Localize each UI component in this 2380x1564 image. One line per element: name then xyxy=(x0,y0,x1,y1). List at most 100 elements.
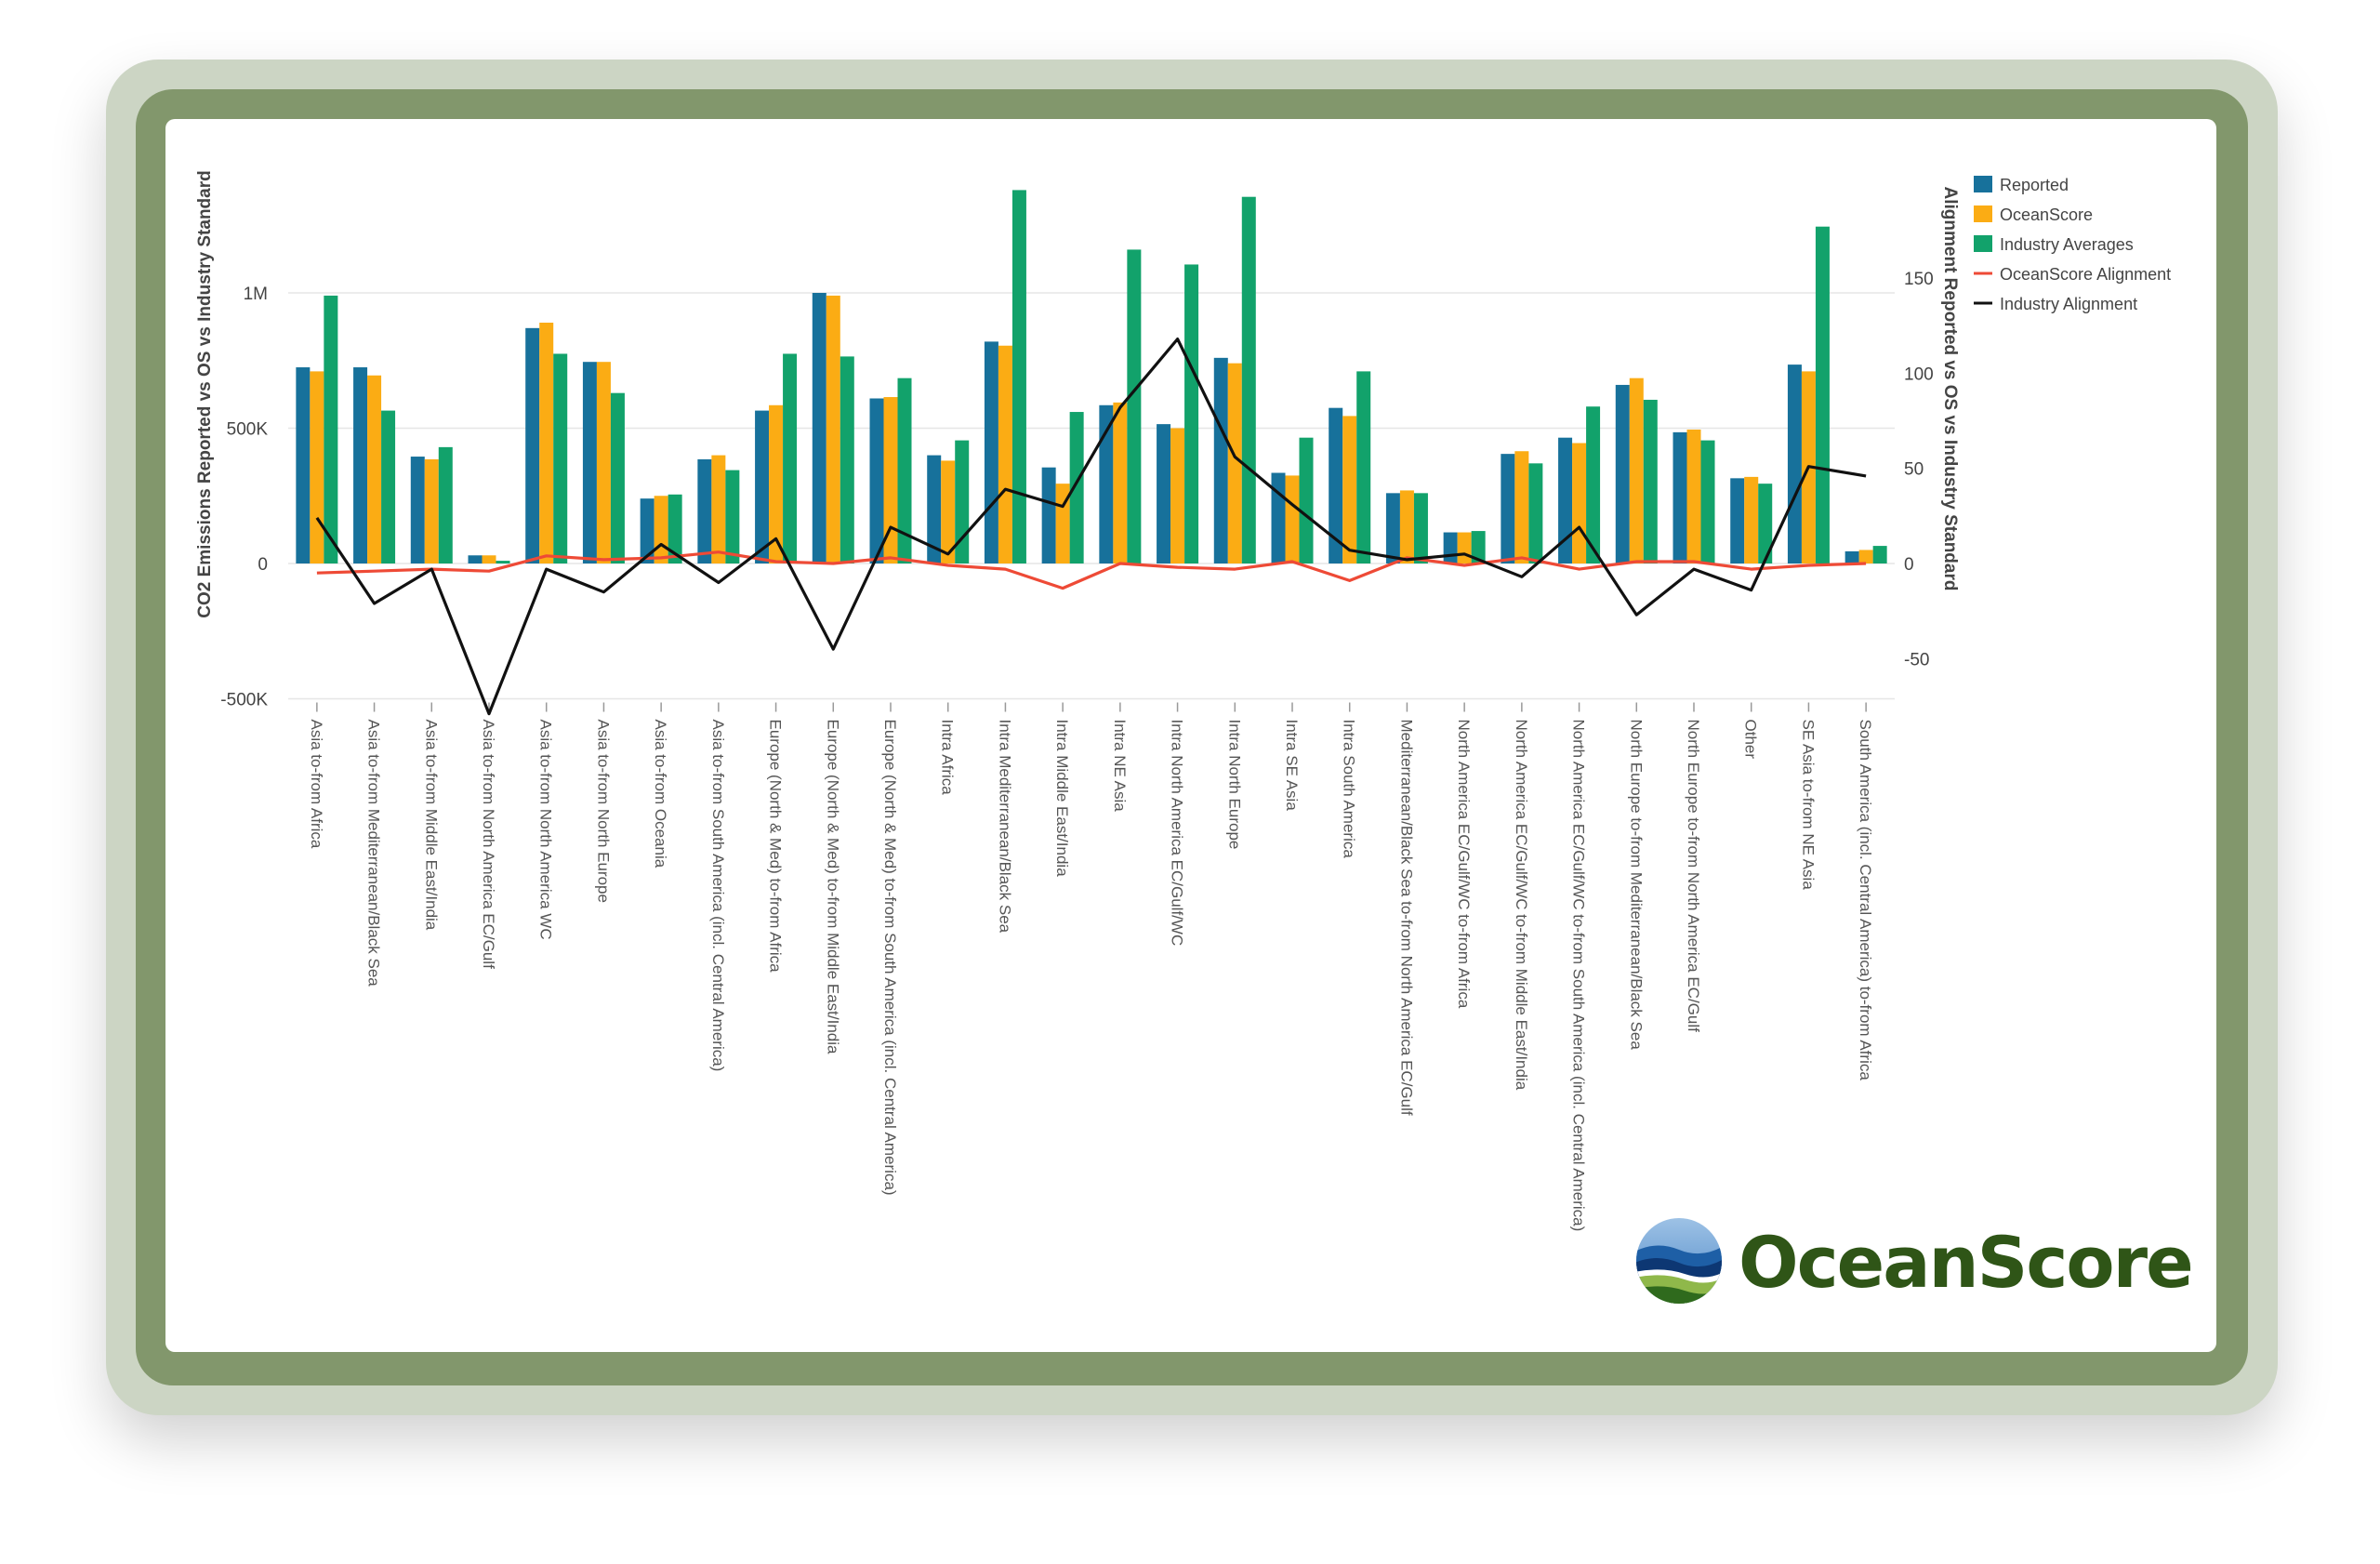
x-tick-label: Asia to-from North Europe xyxy=(594,720,612,903)
bar-reported xyxy=(410,457,425,563)
bar-reported xyxy=(1615,384,1630,563)
bar-industry-averages xyxy=(1872,546,1887,563)
x-tick-label: Other xyxy=(1742,720,1760,760)
x-tick-label: Europe (North & Med) to-from Middle East… xyxy=(824,720,841,1055)
y-axis-title: CO2 Emissions Reported vs OS vs Industry… xyxy=(195,170,215,617)
y-tick-label: 0 xyxy=(258,555,268,575)
bar-oceanscore xyxy=(1858,550,1873,563)
y2-tick-label: 50 xyxy=(1904,460,1924,480)
bar-reported xyxy=(1271,472,1286,563)
bar-oceanscore xyxy=(1629,378,1644,563)
y-tick-label: 500K xyxy=(227,420,269,440)
bar-industry-averages xyxy=(1700,440,1715,563)
bar-industry-averages xyxy=(1299,437,1314,563)
bar-oceanscore xyxy=(1572,443,1587,563)
oceanscore-logo-icon xyxy=(1636,1218,1722,1304)
bar-industry-averages xyxy=(897,378,912,563)
x-tick-label: Asia to-from Africa xyxy=(308,720,325,849)
bar-reported xyxy=(1157,424,1171,563)
bar-reported xyxy=(1844,550,1859,563)
bar-industry-averages xyxy=(1528,463,1543,563)
y-tick-label: -500K xyxy=(220,691,268,710)
legend-swatch-industry-averages xyxy=(1974,235,1992,252)
bar-reported xyxy=(468,555,483,563)
bar-reported xyxy=(1558,437,1573,563)
bar-reported xyxy=(755,410,770,563)
bar-industry-averages xyxy=(1815,226,1830,563)
line-industry-alignment xyxy=(315,338,1867,716)
bar-oceanscore xyxy=(310,371,324,563)
bar-reported xyxy=(812,293,826,563)
combo-chart: 1M 500K 0 -500K 150 100 50 0 -50 CO2 Emissions Re… xyxy=(195,170,2171,1231)
y2-axis-title: Alignment Reported vs OS vs Industry Sta… xyxy=(1940,187,1960,591)
bar-industry-averages xyxy=(840,356,854,563)
chart-card: 1M 500K 0 -500K 150 100 50 0 -50 CO2 Emissions Re… xyxy=(165,119,2216,1352)
bar-oceanscore xyxy=(1457,532,1472,563)
bar-industry-averages xyxy=(1413,493,1428,563)
bar-reported xyxy=(1730,478,1745,563)
x-tick-label: SE Asia to-from NE Asia xyxy=(1799,720,1817,891)
x-tick-label: Asia to-from North America WC xyxy=(537,720,555,940)
bar-reported xyxy=(869,398,884,563)
y2-tick-label: 150 xyxy=(1904,270,1934,289)
legend-label-industry-alignment: Industry Alignment xyxy=(2000,295,2137,313)
bar-oceanscore xyxy=(1055,484,1070,563)
x-tick-label: Intra North Europe xyxy=(1225,720,1243,850)
bar-oceanscore xyxy=(711,455,726,563)
x-tick-label: North America EC/Gulf/WC to-from Middle … xyxy=(1513,720,1530,1091)
bar-industry-averages xyxy=(725,470,740,563)
legend-label-oceanscore-alignment: OceanScore Alignment xyxy=(2000,265,2171,284)
bar-industry-averages xyxy=(1184,264,1199,563)
legend-label-industry-averages: Industry Averages xyxy=(2000,235,2134,254)
bar-reported xyxy=(697,458,712,563)
bar-oceanscore xyxy=(1285,475,1300,563)
bar-reported xyxy=(1787,364,1802,563)
bar-oceanscore xyxy=(1342,416,1357,563)
bar-reported xyxy=(353,367,368,563)
legend-label-reported: Reported xyxy=(2000,176,2069,194)
bar-reported xyxy=(1329,407,1343,563)
bar-oceanscore xyxy=(1744,476,1759,563)
bar-industry-averages xyxy=(496,561,510,563)
oceanscore-logo: OceanScore xyxy=(1634,1216,2194,1309)
bar-industry-averages xyxy=(1586,406,1601,563)
bar-reported xyxy=(1501,454,1515,563)
bar-oceanscore xyxy=(654,496,668,563)
x-tick-label: South America (incl. Central America) to… xyxy=(1857,720,1874,1081)
x-tick-label: Mediterranean/Black Sea to-from North Am… xyxy=(1397,720,1415,1116)
x-tick-label: North Europe to-from North America EC/Gu… xyxy=(1685,720,1702,1033)
x-tick-label: Europe (North & Med) to-from Africa xyxy=(767,720,785,974)
bar-industry-averages xyxy=(1012,190,1026,564)
bar-reported xyxy=(1443,532,1458,563)
x-tick-label: Intra South America xyxy=(1341,720,1358,859)
bar-reported xyxy=(1673,431,1687,563)
bar-industry-averages xyxy=(1356,371,1371,563)
bar-oceanscore xyxy=(539,323,554,563)
bar-oceanscore xyxy=(998,345,1012,563)
bar-industry-averages xyxy=(324,295,338,563)
bar-industry-averages xyxy=(438,446,453,563)
bar-industry-averages xyxy=(783,353,798,563)
x-tick-label: Intra North America EC/Gulf/WC xyxy=(1169,720,1186,947)
legend-swatch-reported xyxy=(1974,176,1992,192)
x-tick-label: North America EC/Gulf/WC to-from Africa xyxy=(1455,720,1473,1009)
bar-reported xyxy=(1041,467,1056,563)
bar-industry-averages xyxy=(610,392,625,563)
legend-swatch-oceanscore xyxy=(1974,205,1992,222)
bar-industry-averages xyxy=(553,353,568,563)
bar-oceanscore xyxy=(1514,451,1529,563)
bar-industry-averages xyxy=(1069,412,1084,563)
bar-oceanscore xyxy=(941,460,956,563)
bar-oceanscore xyxy=(424,458,439,563)
y2-tick-label: 100 xyxy=(1904,364,1934,384)
bar-oceanscore xyxy=(1113,402,1128,563)
x-tick-label: Intra Mediterranean/Black Sea xyxy=(996,720,1013,934)
bar-industry-averages xyxy=(1127,249,1142,563)
bar-reported xyxy=(525,327,540,563)
bar-oceanscore xyxy=(1399,490,1414,563)
x-tick-label: Intra Africa xyxy=(939,720,957,796)
bar-reported xyxy=(640,498,654,563)
bar-oceanscore xyxy=(1227,363,1242,563)
y-tick-label: 1M xyxy=(244,285,268,304)
bar-industry-averages xyxy=(381,410,396,563)
